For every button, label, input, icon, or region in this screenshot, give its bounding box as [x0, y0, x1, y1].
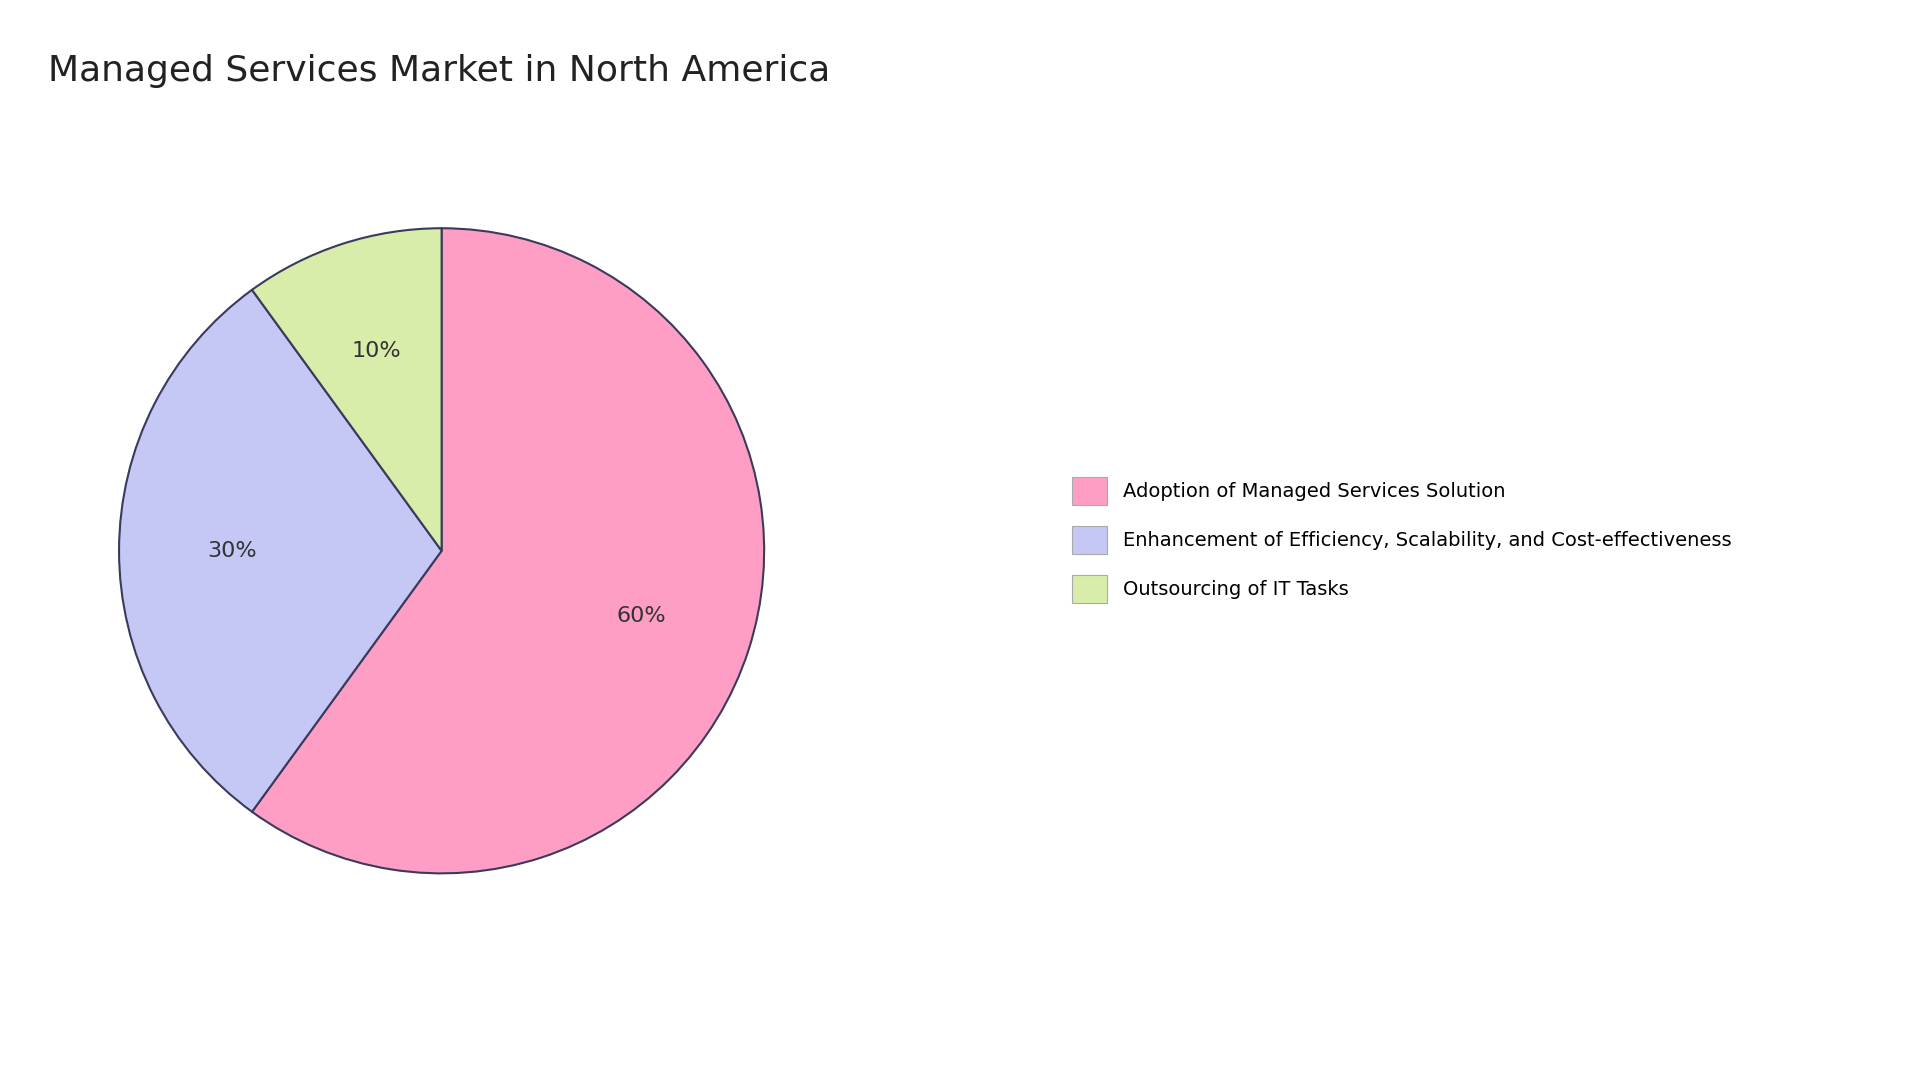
Wedge shape	[252, 228, 442, 551]
Text: 30%: 30%	[207, 541, 257, 561]
Wedge shape	[119, 289, 442, 812]
Text: Managed Services Market in North America: Managed Services Market in North America	[48, 54, 829, 87]
Legend: Adoption of Managed Services Solution, Enhancement of Efficiency, Scalability, a: Adoption of Managed Services Solution, E…	[1071, 477, 1732, 603]
Text: 60%: 60%	[616, 606, 666, 625]
Text: 10%: 10%	[351, 341, 401, 362]
Wedge shape	[252, 228, 764, 874]
